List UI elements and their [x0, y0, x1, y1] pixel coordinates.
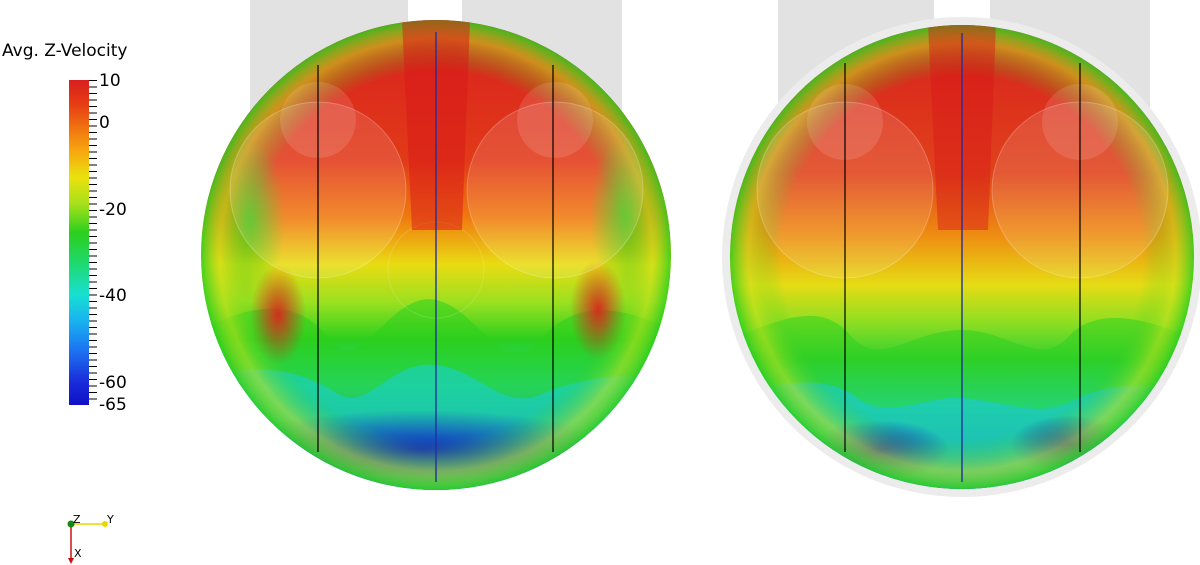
left-view — [201, 0, 671, 490]
legend-label-minus65: -65 — [99, 395, 127, 415]
color-legend: Avg. Z-Velocity 10 0 -20 -40 -60 -65 — [0, 0, 200, 430]
legend-label-minus60: -60 — [99, 373, 127, 393]
legend-label-minus40: -40 — [99, 286, 127, 306]
x-axis-label: X — [74, 547, 82, 560]
right-view — [722, 0, 1200, 497]
orientation-axes: Z Y X — [67, 513, 114, 564]
legend-label-10: 10 — [99, 71, 121, 91]
left-valve-stem-2 — [517, 82, 593, 158]
legend-label-minus20: -20 — [99, 200, 127, 220]
color-scale-bar — [69, 80, 89, 405]
color-legend-title: Avg. Z-Velocity — [2, 41, 128, 61]
left-valve-2 — [466, 101, 644, 279]
z-axis-dot — [67, 520, 75, 528]
color-scale-ticks — [89, 80, 97, 405]
legend-label-0: 0 — [99, 113, 110, 133]
y-axis-label: Y — [106, 513, 114, 526]
z-axis-label: Z — [73, 513, 81, 526]
